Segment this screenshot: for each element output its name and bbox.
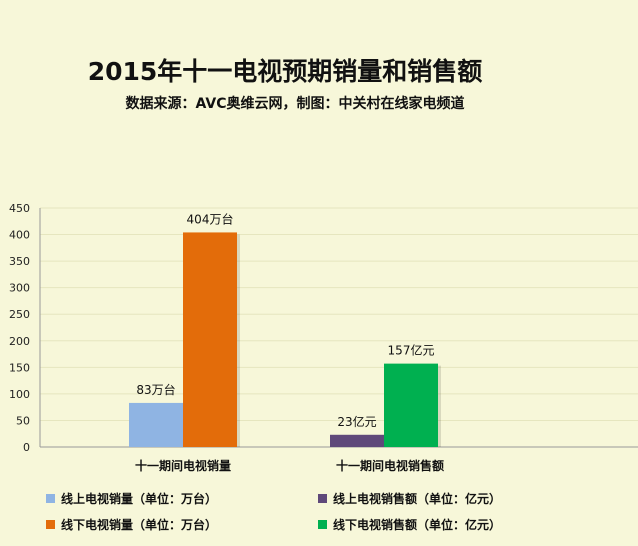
bar <box>183 232 237 447</box>
data-label: 157亿元 <box>388 343 435 358</box>
y-tick-label: 450 <box>9 202 30 215</box>
data-label: 83万台 <box>136 382 175 397</box>
y-tick-label: 150 <box>9 361 30 374</box>
bar <box>129 402 183 447</box>
x-tick-label: 十一期间电视销量 <box>135 458 231 473</box>
legend-swatch <box>46 520 55 529</box>
legend-label: 线下电视销售额（单位：亿元） <box>333 518 502 532</box>
bar <box>384 363 438 447</box>
y-tick-label: 0 <box>23 441 30 454</box>
y-tick-label: 50 <box>16 414 30 427</box>
y-tick-label: 300 <box>9 282 30 295</box>
y-tick-label: 100 <box>9 388 30 401</box>
legend-item: 线上电视销量（单位：万台） <box>46 490 217 507</box>
legend-swatch <box>318 520 327 529</box>
data-label: 23亿元 <box>337 414 376 429</box>
legend-label: 线上电视销售额（单位：亿元） <box>333 492 502 506</box>
bar <box>330 434 384 447</box>
x-tick-label: 十一期间电视销售额 <box>336 458 444 473</box>
legend-label: 线上电视销量（单位：万台） <box>61 492 218 506</box>
legend-label: 线下电视销量（单位：万台） <box>61 518 218 532</box>
legend-item: 线下电视销量（单位：万台） <box>46 516 217 533</box>
y-tick-label: 350 <box>9 255 30 268</box>
y-tick-label: 200 <box>9 335 30 348</box>
chart-title: 2015年十一电视预期销量和销售额 <box>87 57 483 86</box>
legend-item: 线上电视销售额（单位：亿元） <box>318 490 501 507</box>
chart-subtitle: 数据来源：AVC奥维云网，制图：中关村在线家电频道 <box>125 96 465 112</box>
data-label: 404万台 <box>187 211 234 226</box>
legend-item: 线下电视销售额（单位：亿元） <box>318 516 501 533</box>
legend-swatch <box>318 494 327 503</box>
y-tick-label: 400 <box>9 229 30 242</box>
legend-swatch <box>46 494 55 503</box>
y-tick-label: 250 <box>9 308 30 321</box>
